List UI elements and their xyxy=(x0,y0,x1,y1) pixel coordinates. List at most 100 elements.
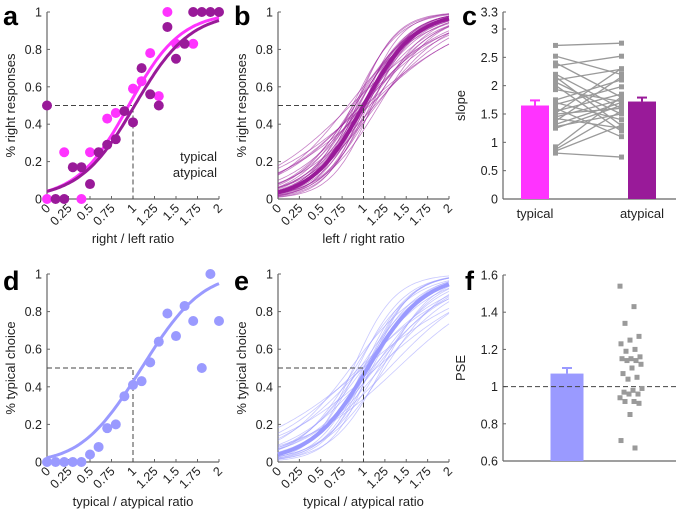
x-tick-label: 2 xyxy=(440,464,455,479)
x-tick-label: 0.75 xyxy=(91,464,118,491)
subject-point xyxy=(634,374,640,380)
typical-data-point xyxy=(136,76,147,87)
y-tick-label: 0.8 xyxy=(481,417,498,431)
data-point xyxy=(179,300,190,311)
atypical-data-point xyxy=(188,7,199,17)
x-tick-label: 0.75 xyxy=(321,201,348,228)
atypical-data-point xyxy=(42,100,52,111)
y-tick-label: 1 xyxy=(35,6,42,20)
x-tick-label: 1.25 xyxy=(364,464,391,491)
x-tick-label: 0.75 xyxy=(91,201,118,228)
subject-point xyxy=(619,128,624,134)
subject-point xyxy=(625,376,631,382)
y-tick-label: 0.2 xyxy=(256,155,273,169)
subject-point xyxy=(619,40,624,46)
subject-point xyxy=(619,53,624,59)
x-tick-label: 1.75 xyxy=(407,201,434,228)
subject-point xyxy=(619,94,624,100)
y-axis-label: % typical choice xyxy=(234,321,249,414)
subject-point xyxy=(553,87,558,93)
atypical-fit-curve xyxy=(46,19,220,193)
data-point xyxy=(59,457,70,467)
data-point xyxy=(153,336,164,347)
pse-reference-line xyxy=(47,105,134,199)
subject-fit-curve xyxy=(277,286,450,460)
subject-point xyxy=(619,103,624,108)
subject-point xyxy=(553,79,558,85)
subject-pair-line xyxy=(555,79,622,101)
subject-fit-curve xyxy=(277,26,450,195)
x-tick-label: 2 xyxy=(440,201,455,216)
data-point xyxy=(196,363,207,373)
y-tick-label: 1 xyxy=(35,268,42,282)
atypical-data-point xyxy=(196,7,207,17)
subject-point xyxy=(553,150,558,156)
subject-point xyxy=(619,108,624,114)
subject-pair-line xyxy=(555,68,622,114)
subject-point xyxy=(631,398,637,404)
subject-point xyxy=(553,125,558,131)
category-label: atypical xyxy=(620,206,664,221)
data-point xyxy=(136,376,147,387)
panel-label-b: b xyxy=(234,1,251,31)
y-tick-label: 0.6 xyxy=(25,80,42,94)
subject-point xyxy=(619,100,624,106)
y-tick-label: 1 xyxy=(266,6,273,20)
subject-point xyxy=(617,395,623,401)
atypical-data-point xyxy=(128,117,138,128)
y-tick-label: 0 xyxy=(266,193,273,207)
subject-fit-curve xyxy=(277,32,450,167)
pse-bar xyxy=(550,373,584,461)
subject-pair-line xyxy=(555,55,622,67)
subject-point xyxy=(638,361,644,367)
subject-point xyxy=(553,71,558,77)
pse-reference-line xyxy=(278,367,364,462)
subject-point xyxy=(636,400,642,406)
data-point xyxy=(110,419,121,430)
x-axis-label: left / right ratio xyxy=(322,231,404,246)
subject-point xyxy=(619,71,624,77)
data-point xyxy=(205,269,216,279)
atypical-data-point xyxy=(214,7,224,17)
x-tick-label: 1.25 xyxy=(364,201,391,228)
x-axis-label: typical / atypical ratio xyxy=(303,494,424,509)
subject-pair-line xyxy=(555,76,622,122)
subject-point xyxy=(627,337,633,343)
y-tick-label: 0.2 xyxy=(25,155,42,169)
subject-pair-line xyxy=(555,93,622,112)
x-tick-label: 0.25 xyxy=(48,464,75,491)
y-tick-label: 3.3 xyxy=(481,6,498,20)
subject-point xyxy=(619,125,624,131)
typical-data-point xyxy=(162,7,173,17)
subject-point xyxy=(553,83,558,89)
y-tick-label: 0.6 xyxy=(25,343,42,357)
panel-c-axes: 0 0.5 1 1.5 2 2.5 3 3.3 slope xyxy=(453,6,676,207)
pse-reference-line xyxy=(278,105,364,199)
subject-point xyxy=(619,91,624,97)
y-tick-label: 2.5 xyxy=(481,51,498,65)
atypical-data-point xyxy=(153,100,164,111)
pse-reference-line xyxy=(47,367,134,462)
y-tick-label: 1.6 xyxy=(481,269,498,283)
subject-pair-line xyxy=(555,55,622,75)
subject-point xyxy=(618,341,624,347)
subject-point xyxy=(553,42,558,48)
typical-data-point xyxy=(128,83,138,94)
typical-data-point xyxy=(76,194,87,204)
atypical-data-point xyxy=(162,21,173,32)
subject-point xyxy=(624,358,630,364)
subject-point xyxy=(633,358,639,364)
subject-point xyxy=(553,111,558,117)
panel-label-f: f xyxy=(465,266,475,296)
y-tick-label: 0.6 xyxy=(256,80,273,94)
subject-point xyxy=(553,53,558,59)
y-tick-label: 0.8 xyxy=(256,305,273,319)
typical-data-point xyxy=(171,38,181,49)
data-point xyxy=(145,357,156,368)
subject-point xyxy=(619,105,624,111)
subject-point xyxy=(619,74,624,80)
data-point xyxy=(171,331,181,342)
subject-point xyxy=(619,117,624,123)
